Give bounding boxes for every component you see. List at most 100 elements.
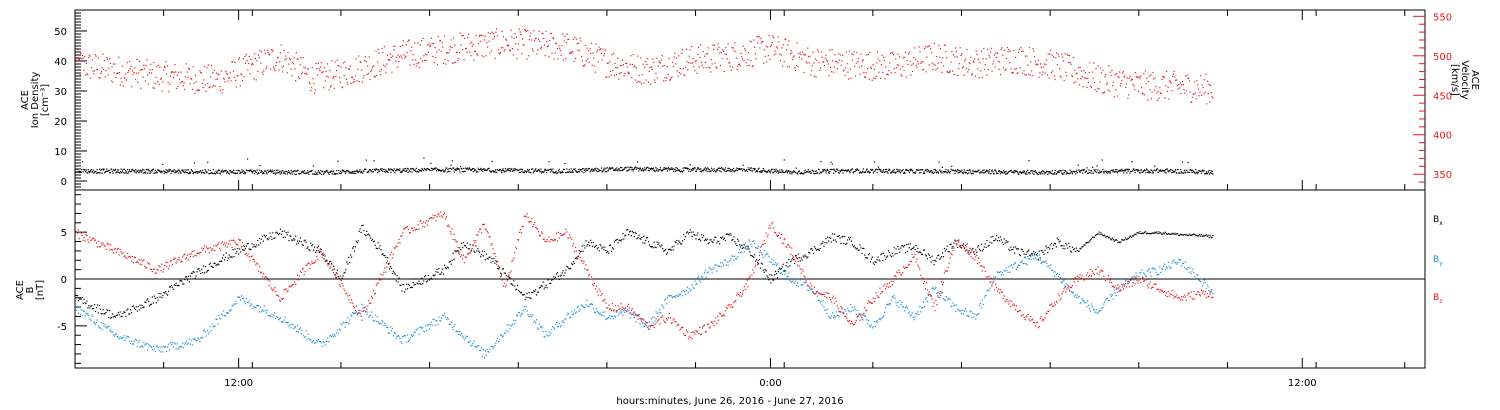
velocity-point	[1153, 78, 1155, 80]
velocity-point	[857, 57, 860, 60]
bx-point	[876, 259, 878, 261]
density-point	[855, 169, 857, 172]
velocity-point	[691, 62, 694, 64]
velocity-point	[595, 43, 597, 45]
density-point	[386, 170, 388, 173]
bx-point	[702, 235, 705, 237]
bx-point	[996, 235, 998, 237]
velocity-point	[647, 81, 650, 83]
velocity-point	[128, 61, 131, 63]
bx-point	[976, 251, 978, 253]
velocity-point	[601, 59, 603, 61]
velocity-point	[480, 40, 482, 42]
density-point	[502, 169, 505, 172]
velocity-point	[687, 69, 689, 71]
density-point	[432, 168, 434, 170]
by-point	[387, 327, 389, 329]
bx-point	[895, 248, 897, 250]
bx-point	[439, 273, 441, 275]
bx-point	[797, 253, 799, 255]
density-point	[856, 168, 859, 171]
velocity-point	[777, 36, 779, 38]
velocity-point	[193, 82, 195, 84]
velocity-point	[658, 60, 660, 62]
velocity-point	[896, 64, 898, 66]
bx-point	[1076, 249, 1078, 252]
bx-point	[944, 250, 946, 252]
velocity-point	[803, 71, 805, 74]
bx-point	[223, 259, 226, 261]
bx-point	[990, 236, 992, 238]
density-point	[1125, 170, 1127, 172]
velocity-point	[703, 55, 706, 57]
velocity-point	[1096, 87, 1099, 89]
density-point	[715, 171, 717, 173]
velocity-point	[82, 57, 84, 59]
density-point	[148, 169, 150, 172]
bx-point	[437, 271, 439, 273]
density-point	[476, 171, 478, 173]
bx-point	[1148, 232, 1150, 235]
velocity-point	[273, 68, 275, 70]
by-point	[375, 320, 377, 323]
velocity-point	[241, 80, 244, 82]
by-point	[142, 346, 144, 348]
density-point	[1125, 168, 1127, 170]
velocity-point	[313, 82, 315, 85]
velocity-point	[750, 59, 752, 62]
velocity-point	[399, 45, 401, 48]
density-point	[543, 171, 545, 173]
density-point	[891, 171, 893, 173]
density-point	[489, 170, 491, 172]
velocity-point	[712, 44, 714, 46]
density-point	[240, 171, 242, 174]
bx-point	[521, 294, 523, 296]
by-point	[127, 336, 129, 338]
velocity-point	[164, 67, 166, 69]
velocity-point	[793, 55, 795, 57]
velocity-point	[1200, 75, 1202, 77]
by-point	[332, 334, 334, 336]
density-point	[76, 168, 79, 170]
density-point	[122, 169, 124, 171]
density-point	[1174, 170, 1176, 172]
velocity-point	[1136, 76, 1138, 78]
bx-point	[739, 246, 742, 248]
density-point	[262, 173, 264, 175]
density-point	[431, 169, 433, 171]
velocity-point	[1190, 101, 1192, 103]
density-point	[785, 171, 787, 173]
density-point	[729, 168, 732, 171]
by-point	[419, 326, 421, 328]
by-point	[159, 346, 161, 348]
velocity-point	[903, 69, 905, 72]
density-point	[836, 168, 838, 170]
velocity-point	[895, 58, 897, 60]
density-point	[716, 168, 718, 170]
density-point	[640, 170, 642, 172]
velocity-point	[679, 67, 681, 70]
density-point	[655, 167, 657, 169]
by-point	[121, 337, 123, 339]
bx-point	[986, 239, 988, 242]
density-point	[764, 170, 766, 172]
bx-point	[728, 234, 730, 236]
velocity-point	[243, 75, 245, 78]
bx-point	[460, 249, 462, 251]
velocity-point	[370, 71, 372, 73]
bx-point	[337, 276, 339, 278]
density-tick-label: 10	[54, 147, 67, 158]
density-point	[150, 172, 152, 174]
by-point	[122, 336, 124, 339]
density-point	[275, 172, 277, 174]
bx-point	[642, 242, 644, 244]
velocity-point	[716, 48, 719, 51]
velocity-point	[578, 50, 580, 52]
density-point	[675, 167, 677, 169]
density-point	[1146, 169, 1148, 171]
velocity-point	[330, 85, 332, 87]
velocity-point	[227, 80, 229, 82]
bx-point	[742, 247, 744, 249]
by-point	[225, 312, 228, 314]
bx-point	[985, 246, 987, 249]
